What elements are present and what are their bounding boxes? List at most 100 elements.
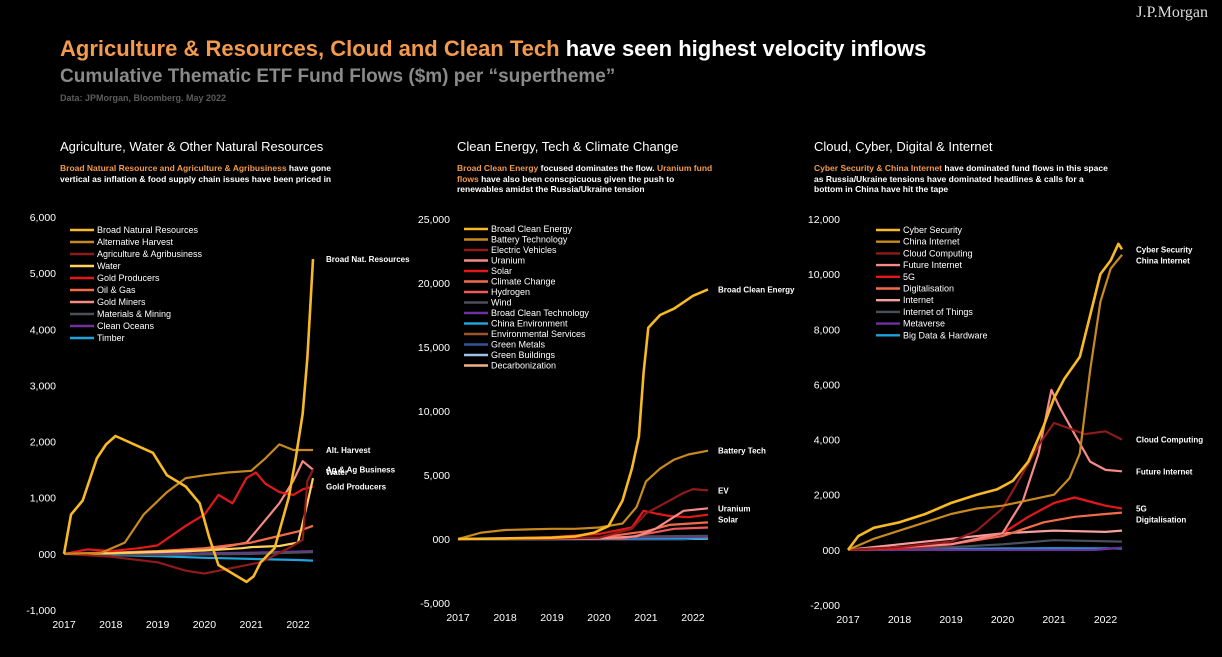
y-tick-label: 15,000: [418, 342, 450, 354]
legend-label: Internet: [903, 295, 934, 305]
legend-label: Digitalisation: [903, 284, 954, 294]
desc-highlight: Broad Clean Energy: [457, 163, 539, 173]
legend-label: China Internet: [903, 237, 960, 247]
legend-label: Metaverse: [903, 319, 945, 329]
legend-label: Decarbonization: [491, 361, 556, 371]
y-tick-label: 5,000: [30, 268, 56, 280]
y-tick-label: 25,000: [418, 214, 450, 226]
y-tick-label: 000: [822, 545, 840, 557]
y-tick-label: 6,000: [814, 379, 840, 391]
series-line-agriculture-agribusiness: [63, 469, 314, 575]
legend-label: Green Buildings: [491, 350, 556, 360]
end-label-cloud-computing: Cloud Computing: [1136, 436, 1203, 445]
legend-label: Battery Technology: [491, 235, 568, 245]
series-line-broad-clean-energy: [457, 288, 709, 541]
subtitle: Cumulative Thematic ETF Fund Flows ($m) …: [60, 66, 616, 87]
series-line-water: [63, 477, 315, 555]
end-label-solar: Solar: [718, 515, 738, 524]
headline: Agriculture & Resources, Cloud and Clean…: [60, 36, 926, 62]
y-tick-label: 1,000: [30, 493, 56, 505]
end-label-digitalisation: Digitalisation: [1136, 516, 1186, 525]
legend-label: Cloud Computing: [903, 248, 973, 258]
legend-label: Wind: [491, 298, 512, 308]
legend-label: Big Data & Hardware: [903, 330, 988, 340]
legend-label: Broad Clean Technology: [491, 308, 589, 318]
end-label-broad-nat-resources: Broad Nat. Resources: [326, 255, 410, 264]
chart-cloud-cyber: -2,000 000 2,000 4,000 6,000 8,000 10,000 12,00…: [808, 214, 1203, 626]
legend-label: Future Internet: [903, 260, 963, 270]
x-tick-label: 2020: [587, 612, 611, 624]
end-label-battery-tech: Battery Tech: [718, 447, 766, 456]
desc-highlight-2: Uranium fund flows: [457, 163, 713, 184]
x-tick-label: 2018: [493, 612, 517, 624]
y-tick-label: -2,000: [810, 600, 840, 612]
panel-title-cloud: Cloud, Cyber, Digital & Internet: [814, 139, 993, 154]
desc-text: have gone vertical as inflation & food s…: [60, 163, 332, 184]
x-tick-label: 2019: [540, 612, 564, 624]
legend-label: Electric Vehicles: [491, 245, 557, 255]
legend-label: Uranium: [491, 256, 525, 266]
x-tick-label: 2019: [939, 614, 963, 626]
series-line-electric-vehicles: [457, 488, 709, 541]
legend-label: Oil & Gas: [97, 285, 136, 295]
x-tick-label: 2019: [146, 619, 170, 631]
end-label-cyber-security: Cyber Security: [1136, 245, 1193, 254]
desc-text-2: have also been conscpicuous given the pu…: [457, 173, 675, 195]
legend-label: 5G: [903, 272, 915, 282]
legend-label: Materials & Mining: [97, 309, 171, 319]
y-tick-label: 10,000: [418, 406, 450, 418]
y-tick-label: 6,000: [30, 212, 56, 224]
end-label-broad-clean-energy: Broad Clean Energy: [718, 285, 795, 294]
series-line-broad-natural-resources: [62, 259, 315, 584]
y-tick-label: 4,000: [814, 435, 840, 447]
legend-label: Gold Miners: [97, 297, 146, 307]
source-note: Data: JPMorgan, Bloomberg. May 2022: [60, 93, 227, 103]
y-tick-label: 4,000: [30, 324, 56, 336]
y-tick-label: 000: [38, 549, 56, 561]
series-line-alternative-harvest: [63, 443, 313, 555]
end-label-alt-harvest: Alt. Harvest: [326, 446, 371, 455]
y-tick-label: 8,000: [814, 324, 840, 336]
legend-label: Green Metals: [491, 340, 546, 350]
y-tick-label: 5,000: [424, 470, 450, 482]
legend-label: Gold Producers: [97, 273, 160, 283]
series-line-materials-mining: [63, 551, 314, 557]
end-label-china-internet: China Internet: [1136, 256, 1190, 265]
x-tick-label: 2022: [1094, 614, 1118, 626]
y-tick-label: 12,000: [808, 214, 840, 226]
end-label-uranium: Uranium: [718, 504, 750, 513]
panel-desc-cloud: Cyber Security & China Internet have dom…: [814, 163, 1114, 195]
x-tick-label: 2022: [286, 619, 310, 631]
y-tick-label: 2,000: [814, 490, 840, 502]
x-tick-label: 2017: [446, 612, 470, 624]
panel-desc-resources: Broad Natural Resource and Agriculture &…: [60, 163, 360, 184]
legend-label: Internet of Things: [903, 307, 973, 317]
end-label-5g: 5G: [1136, 505, 1147, 514]
legend-label: China Environment: [491, 319, 568, 329]
series-line-cyber-security: [846, 242, 1124, 551]
y-tick-label: 2,000: [30, 437, 56, 449]
legend-label: Agriculture & Agribusiness: [97, 249, 203, 259]
y-tick-label: 000: [432, 534, 450, 546]
desc-highlight: Cyber Security & China Internet: [814, 163, 943, 173]
end-label-ev: EV: [718, 486, 729, 495]
y-tick-label: 20,000: [418, 278, 450, 290]
y-tick-label: -5,000: [420, 598, 450, 610]
desc-text: have dominated fund flows in this space …: [814, 163, 1108, 194]
x-tick-label: 2017: [52, 619, 76, 631]
series-line-metaverse: [848, 546, 1123, 551]
x-tick-label: 2021: [634, 612, 658, 624]
y-tick-label: -1,000: [26, 605, 56, 617]
x-tick-label: 2022: [681, 612, 705, 624]
end-label-water: Water: [326, 468, 348, 477]
legend-label: Timber: [97, 333, 125, 343]
series-line-china-internet: [847, 254, 1123, 551]
series-line-future-internet: [847, 388, 1123, 551]
series-line-battery-technology: [457, 449, 709, 541]
y-tick-label: 10,000: [808, 269, 840, 281]
x-tick-label: 2020: [193, 619, 217, 631]
x-tick-label: 2018: [888, 614, 912, 626]
panel-desc-clean-energy: Broad Clean Energy focused dominates the…: [457, 163, 722, 195]
end-label-future-internet: Future Internet: [1136, 467, 1193, 476]
chart-clean-energy: -5,000 000 5,000 10,000 15,000 20,000 25,000 20…: [418, 214, 795, 624]
